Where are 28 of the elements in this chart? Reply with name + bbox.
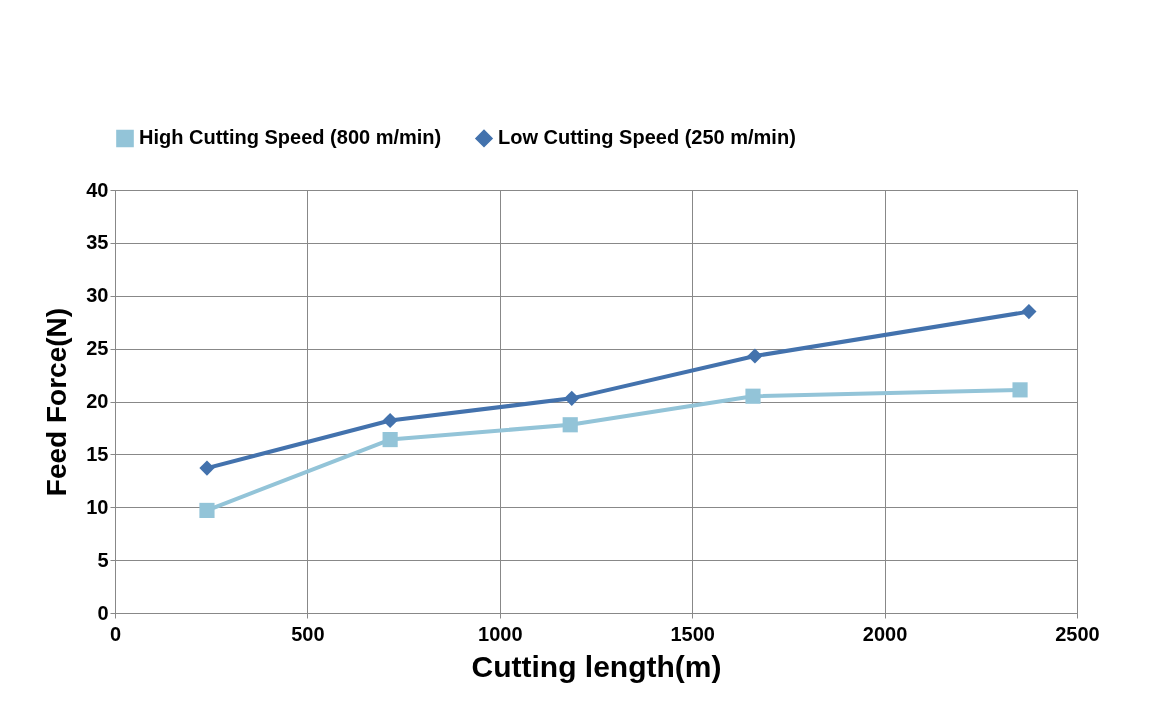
y-tick-label: 40 bbox=[86, 178, 109, 201]
x-tick-label: 500 bbox=[291, 622, 325, 645]
point bbox=[1021, 304, 1037, 320]
point bbox=[745, 388, 761, 404]
legend-label: Low Cutting Speed (250 m/min) bbox=[498, 126, 796, 149]
y-tick-label: 15 bbox=[86, 442, 109, 465]
y-tick-label: 0 bbox=[97, 601, 109, 624]
y-tick-label: 10 bbox=[86, 495, 109, 518]
point bbox=[562, 417, 578, 433]
x-tick-label: 2000 bbox=[862, 622, 908, 645]
x-tick-label: 1500 bbox=[670, 622, 715, 645]
point bbox=[564, 390, 580, 406]
y-tick-label: 5 bbox=[97, 548, 109, 571]
point bbox=[1012, 382, 1028, 398]
point bbox=[199, 502, 215, 519]
x-tick-label: 2500 bbox=[1055, 622, 1100, 645]
x-axis-title: Cutting length(m) bbox=[471, 649, 722, 683]
y-tick-label: 25 bbox=[86, 337, 109, 360]
y-tick-label: 30 bbox=[86, 284, 109, 307]
y-tick-label: 20 bbox=[86, 390, 109, 412]
x-tick-label: 1000 bbox=[478, 622, 523, 645]
y-tick-label: 35 bbox=[86, 231, 109, 254]
point bbox=[747, 348, 763, 364]
point bbox=[199, 460, 215, 476]
legend-label: High Cutting Speed (800 m/min) bbox=[139, 126, 442, 149]
point bbox=[382, 412, 398, 429]
y-axis-title: Feed Force(N) bbox=[41, 307, 73, 497]
point bbox=[382, 431, 398, 448]
